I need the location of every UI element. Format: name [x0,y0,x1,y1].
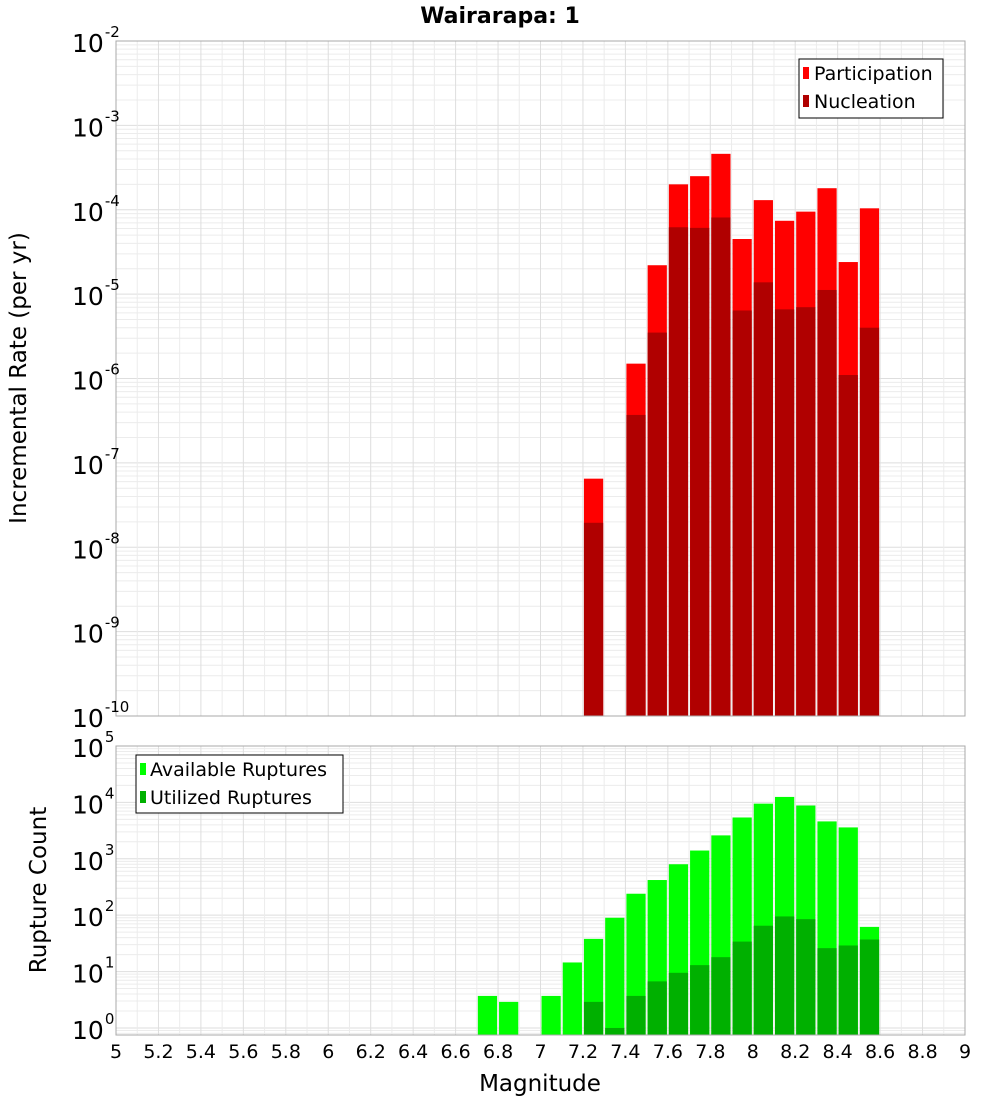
count-bar-s1-8 [647,981,667,1035]
x-tick-label: 7.8 [695,1041,725,1063]
y-tick-label: 104 [72,784,114,819]
x-tick-label: 8.4 [823,1041,853,1063]
x-axis-label: Magnitude [479,1071,601,1097]
rate-bar-s1-11 [817,289,837,716]
x-tick-label: 7.2 [568,1041,598,1063]
y-tick-label: 10-7 [72,445,120,480]
x-tick-label: 7.4 [610,1041,640,1063]
legend-label-utilized: Utilized Ruptures [150,787,312,809]
rate-bar-s1-10 [796,307,816,716]
x-tick-label: 7.6 [653,1041,683,1063]
rate-bar-s1-3 [647,332,667,716]
count-bar-s1-16 [817,948,837,1035]
y-tick-label: 10-8 [72,529,120,564]
rate-bar-s1-2 [626,414,646,716]
count-bar-s1-5 [583,1001,604,1035]
count-bar-s1-14 [774,916,795,1035]
y-tick-label: 10-3 [72,107,120,142]
count-bar-s0-3 [541,995,561,1035]
count-bar-s1-13 [753,925,773,1035]
y-tick-label: 10-2 [72,23,120,58]
top-y-axis-label: Incremental Rate (per yr) [6,232,32,524]
x-tick-label: 6.8 [483,1041,513,1063]
count-bar-s0-4 [562,962,582,1035]
rate-bar-s1-8 [753,282,773,716]
count-bar-s1-18 [859,939,880,1035]
x-tick-label: 8.6 [865,1041,895,1063]
rate-bar-s1-0 [583,522,604,716]
y-tick-label: 10-6 [72,361,120,396]
legend-swatch-nucleation [803,95,809,107]
rate-bar-s1-12 [838,375,858,716]
rate-bar-s1-13 [859,327,880,716]
x-tick-label: 8.8 [907,1041,937,1063]
count-bar-s1-12 [732,941,752,1035]
legend-swatch-available [140,763,146,775]
bottom-y-tick-labels: 105 104 103 102 101 100 [72,728,114,1045]
count-bar-s1-7 [626,995,646,1035]
x-tick-labels: 5 5.2 5.4 5.6 5.8 6 6.2 6.4 6.6 6.8 7 7.2 7.4 7.6 7.8 8… [110,1041,971,1063]
y-tick-label: 103 [72,841,114,876]
rate-bar-s1-5 [690,227,710,716]
x-tick-label: 7 [534,1041,546,1063]
top-panel: 10-2 10-3 10-4 10-5 10-6 10-7 10-8 10-9 10-10 In… [6,23,966,733]
count-bar-s1-15 [796,919,816,1035]
y-tick-label: 10-9 [72,614,120,649]
x-tick-label: 5.2 [143,1041,173,1063]
count-bar-s1-6 [605,1027,625,1035]
top-bars [583,153,880,717]
bottom-bars [477,796,880,1035]
rate-bar-s1-7 [732,310,752,716]
x-tick-label: 6 [322,1041,334,1063]
legend-label-participation: Participation [814,63,933,85]
chart-title: Wairarapa: 1 [420,4,580,29]
count-bar-s1-11 [711,957,731,1035]
count-bar-s0-0 [477,995,498,1035]
count-bar-s1-10 [690,965,710,1035]
y-tick-label: 102 [72,897,114,932]
y-tick-label: 10-4 [72,192,120,227]
x-tick-label: 9 [959,1041,971,1063]
bottom-legend-box [135,754,344,814]
count-bar-s1-17 [838,945,858,1035]
y-tick-label: 10-10 [72,698,129,733]
x-tick-label: 5.6 [228,1041,258,1063]
legend-swatch-utilized [140,791,146,803]
count-bar-s0-1 [499,1001,519,1035]
x-tick-label: 6.6 [440,1041,470,1063]
top-y-tick-labels: 10-2 10-3 10-4 10-5 10-6 10-7 10-8 10-9 10-10 [72,23,129,733]
x-tick-label: 5.8 [271,1041,301,1063]
top-plot-border [115,40,966,717]
x-tick-label: 6.4 [398,1041,428,1063]
bottom-y-axis-label: Rupture Count [26,807,52,973]
count-bar-s0-6 [605,917,625,1035]
count-bar-s1-9 [668,972,689,1035]
legend-label-available: Available Ruptures [150,759,327,781]
x-tick-label: 5 [110,1041,122,1063]
x-tick-label: 6.2 [356,1041,386,1063]
bottom-plot-border [115,745,966,1036]
y-tick-label: 105 [72,728,114,763]
top-legend-box [798,58,944,119]
top-grid [115,40,966,717]
rate-bar-s1-6 [711,217,731,717]
x-tick-label: 5.4 [186,1041,216,1063]
legend-label-nucleation: Nucleation [814,91,916,113]
bottom-panel: 105 104 103 102 101 100 5 5.2 5.4 5.6 5.8 6 6.2 6.4 6… [26,728,971,1097]
bottom-legend: Available Ruptures Utilized Ruptures [135,754,344,814]
y-tick-label: 10-5 [72,276,120,311]
rate-bar-s1-9 [774,309,795,716]
x-tick-label: 8.2 [780,1041,810,1063]
y-tick-label: 100 [72,1010,114,1045]
legend-swatch-participation [803,67,809,79]
y-tick-label: 101 [72,954,114,989]
x-tick-label: 8 [747,1041,759,1063]
rate-bar-s1-4 [668,227,689,716]
top-legend: Participation Nucleation [798,58,944,119]
